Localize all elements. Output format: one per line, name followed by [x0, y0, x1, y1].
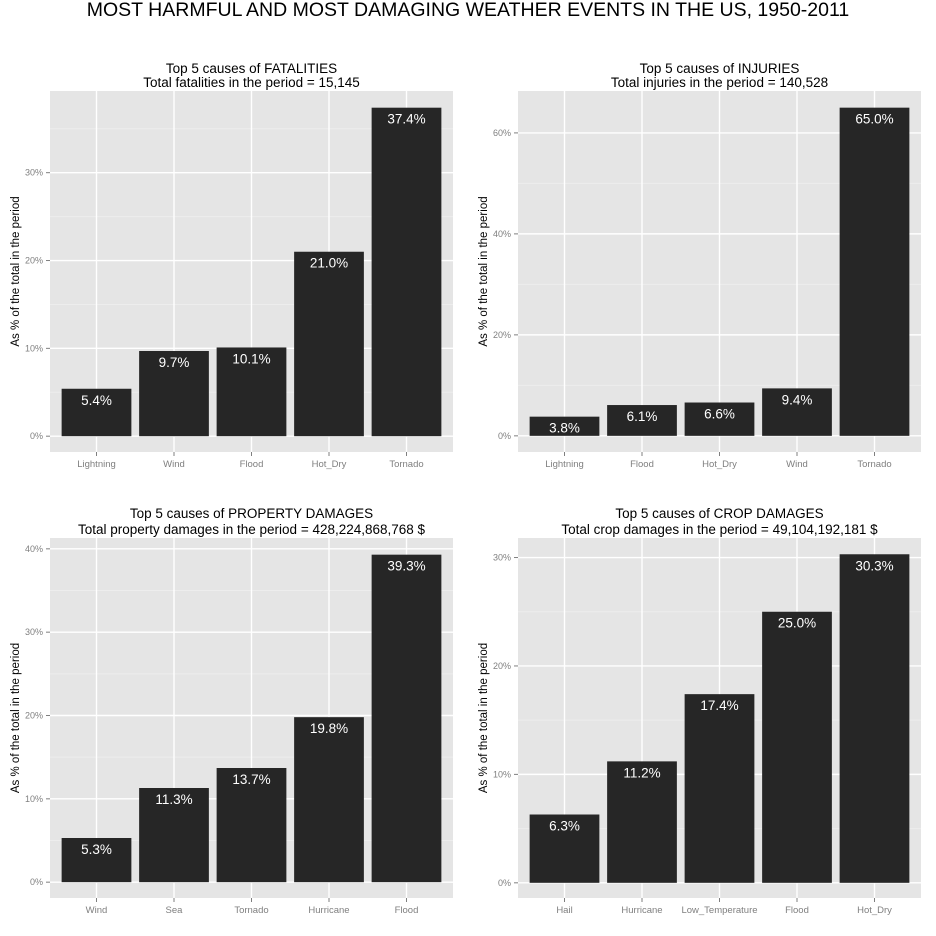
- bar: [684, 402, 755, 436]
- x-tick-label: Hot_Dry: [702, 459, 737, 470]
- bar: [61, 388, 132, 437]
- bar: [607, 761, 677, 883]
- x-tick-label: Lightning: [77, 459, 116, 470]
- bar-value-label: 11.3%: [155, 792, 192, 807]
- y-tick-label: 20%: [25, 256, 43, 266]
- bar: [139, 788, 209, 883]
- x-tick-label: Flood: [240, 459, 264, 470]
- bar-value-label: 5.4%: [81, 393, 112, 408]
- bar-value-label: 9.7%: [159, 355, 190, 370]
- y-tick-label: 10%: [493, 769, 511, 779]
- bar-value-label: 17.4%: [700, 698, 738, 713]
- x-tick-label: Wind: [786, 459, 808, 470]
- x-tick-label: Sea: [166, 905, 184, 916]
- bar-value-label: 3.8%: [549, 421, 580, 436]
- bar-value-label: 10.1%: [232, 351, 270, 366]
- y-tick-label: 20%: [493, 330, 511, 340]
- bar: [684, 694, 755, 883]
- bar-value-label: 65.0%: [855, 112, 893, 127]
- x-tick-label: Tornado: [857, 459, 891, 470]
- bar-value-label: 9.4%: [782, 392, 813, 407]
- bar: [294, 251, 364, 437]
- y-tick-label: 10%: [25, 343, 43, 353]
- y-axis-label: As % of the total in the period: [478, 643, 490, 793]
- panel-subtitle: Total injuries in the period = 140,528: [611, 75, 828, 90]
- y-tick-label: 0%: [30, 877, 43, 887]
- x-tick-label: Hurricane: [621, 905, 662, 916]
- figure-title: MOST HARMFUL AND MOST DAMAGING WEATHER E…: [86, 0, 850, 21]
- x-tick-label: Lightning: [545, 459, 584, 470]
- bar: [762, 388, 832, 436]
- bar-value-label: 13.7%: [232, 772, 270, 787]
- panel-subtitle: Total fatalities in the period = 15,145: [143, 75, 360, 90]
- bar: [607, 405, 677, 436]
- bar-value-label: 11.2%: [623, 765, 660, 780]
- panel-subtitle: Total crop damages in the period = 49,10…: [561, 522, 878, 537]
- x-tick-label: Hurricane: [308, 905, 349, 916]
- y-tick-label: 30%: [25, 627, 43, 637]
- y-tick-label: 40%: [25, 544, 43, 554]
- y-tick-label: 60%: [493, 128, 511, 138]
- x-tick-label: Flood: [630, 459, 654, 470]
- bar: [216, 768, 287, 883]
- x-tick-label: Flood: [785, 905, 809, 916]
- bar: [529, 814, 600, 883]
- y-tick-label: 20%: [493, 661, 511, 671]
- y-tick-label: 30%: [25, 168, 43, 178]
- x-tick-label: Low_Temperature: [681, 905, 757, 916]
- panel-title: Top 5 causes of INJURIES: [640, 61, 800, 76]
- panel-title: Top 5 causes of FATALITIES: [166, 61, 337, 76]
- x-tick-label: Wind: [163, 459, 185, 470]
- bar: [371, 107, 442, 437]
- x-tick-label: Hail: [556, 905, 572, 916]
- x-tick-label: Flood: [395, 905, 419, 916]
- y-tick-label: 0%: [498, 431, 511, 441]
- bar: [371, 554, 442, 883]
- chart-panel: 5.3% 11.3% 13.7% 19.8% 39.3% 0% 10% 20% 30% 40% Wi…: [10, 506, 453, 916]
- x-tick-label: Tornado: [389, 459, 423, 470]
- bar-value-label: 25.0%: [778, 616, 816, 631]
- bar-value-label: 6.3%: [549, 819, 580, 834]
- bar: [839, 107, 910, 436]
- y-axis-label: As % of the total in the period: [10, 643, 22, 793]
- bar: [529, 416, 600, 436]
- bar: [139, 350, 209, 437]
- x-tick-label: Hot_Dry: [857, 905, 892, 916]
- y-tick-label: 30%: [493, 553, 511, 563]
- bar-value-label: 39.3%: [387, 559, 425, 574]
- bar-value-label: 6.1%: [627, 409, 658, 424]
- y-tick-label: 20%: [25, 711, 43, 721]
- bar-value-label: 30.3%: [855, 558, 893, 573]
- y-tick-label: 40%: [493, 229, 511, 239]
- y-tick-label: 0%: [30, 431, 43, 441]
- y-axis-label: As % of the total in the period: [478, 196, 490, 346]
- bar: [216, 347, 287, 437]
- y-tick-label: 10%: [25, 794, 43, 804]
- bar-value-label: 6.6%: [704, 407, 735, 422]
- panel-subtitle: Total property damages in the period = 4…: [78, 522, 426, 537]
- bar-value-label: 37.4%: [387, 112, 425, 127]
- x-tick-label: Tornado: [234, 905, 268, 916]
- y-tick-label: 0%: [498, 878, 511, 888]
- x-tick-label: Wind: [86, 905, 108, 916]
- bar: [762, 611, 832, 883]
- bar-value-label: 19.8%: [310, 721, 348, 736]
- bar: [61, 838, 132, 883]
- bar: [839, 554, 910, 883]
- panel-title: Top 5 causes of PROPERTY DAMAGES: [130, 506, 373, 521]
- bar-value-label: 5.3%: [81, 842, 112, 857]
- panel-title: Top 5 causes of CROP DAMAGES: [615, 506, 823, 521]
- chart-panel: 6.3% 11.2% 17.4% 25.0% 30.3% 0% 10% 20% 30% Hail H…: [478, 506, 921, 916]
- x-tick-label: Hot_Dry: [312, 459, 347, 470]
- bar: [294, 717, 364, 883]
- chart-panel: 5.4% 9.7% 10.1% 21.0% 37.4% 0% 10% 20% 30% Lightn…: [10, 61, 453, 470]
- chart-panel: 3.8% 6.1% 6.6% 9.4% 65.0% 0% 20% 40% 60% Lightnin…: [478, 61, 921, 470]
- bar-value-label: 21.0%: [310, 256, 348, 271]
- y-axis-label: As % of the total in the period: [10, 196, 22, 346]
